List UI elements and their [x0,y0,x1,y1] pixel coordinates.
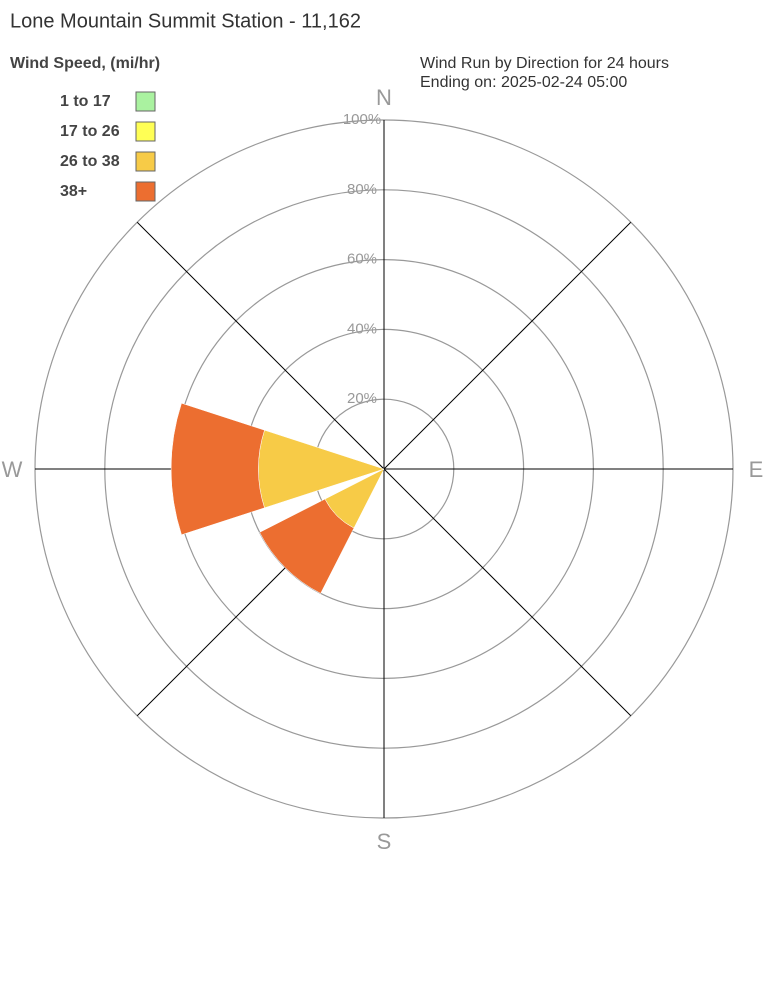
legend-swatch [135,121,156,142]
legend-label: 26 to 38 [60,153,120,170]
r-tick-label: 100% [343,111,381,128]
spoke [136,221,385,470]
r-tick-label: 60% [347,251,377,268]
wedge [170,402,265,536]
subtitle: Wind Run by Direction for 24 hours [420,55,669,72]
legend-swatch [135,181,156,202]
direction-label: N [376,85,392,110]
direction-label: E [749,457,764,482]
legend-label: 1 to 17 [60,93,111,110]
r-tick-label: 20% [347,390,377,407]
r-tick-label: 80% [347,181,377,198]
legend-swatch [135,151,156,172]
spoke [383,468,632,717]
wedge [259,498,355,594]
subtitle: Ending on: 2025-02-24 05:00 [420,74,627,91]
legend-title: Wind Speed, (mi/hr) [10,55,160,72]
r-tick-label: 40% [347,320,377,337]
direction-label: S [377,829,392,854]
legend-swatch [135,91,156,112]
direction-label: W [2,457,23,482]
chart-title: Lone Mountain Summit Station - 11,162 [10,10,361,32]
spoke [383,221,632,470]
legend-label: 38+ [60,183,87,200]
legend-label: 17 to 26 [60,123,120,140]
